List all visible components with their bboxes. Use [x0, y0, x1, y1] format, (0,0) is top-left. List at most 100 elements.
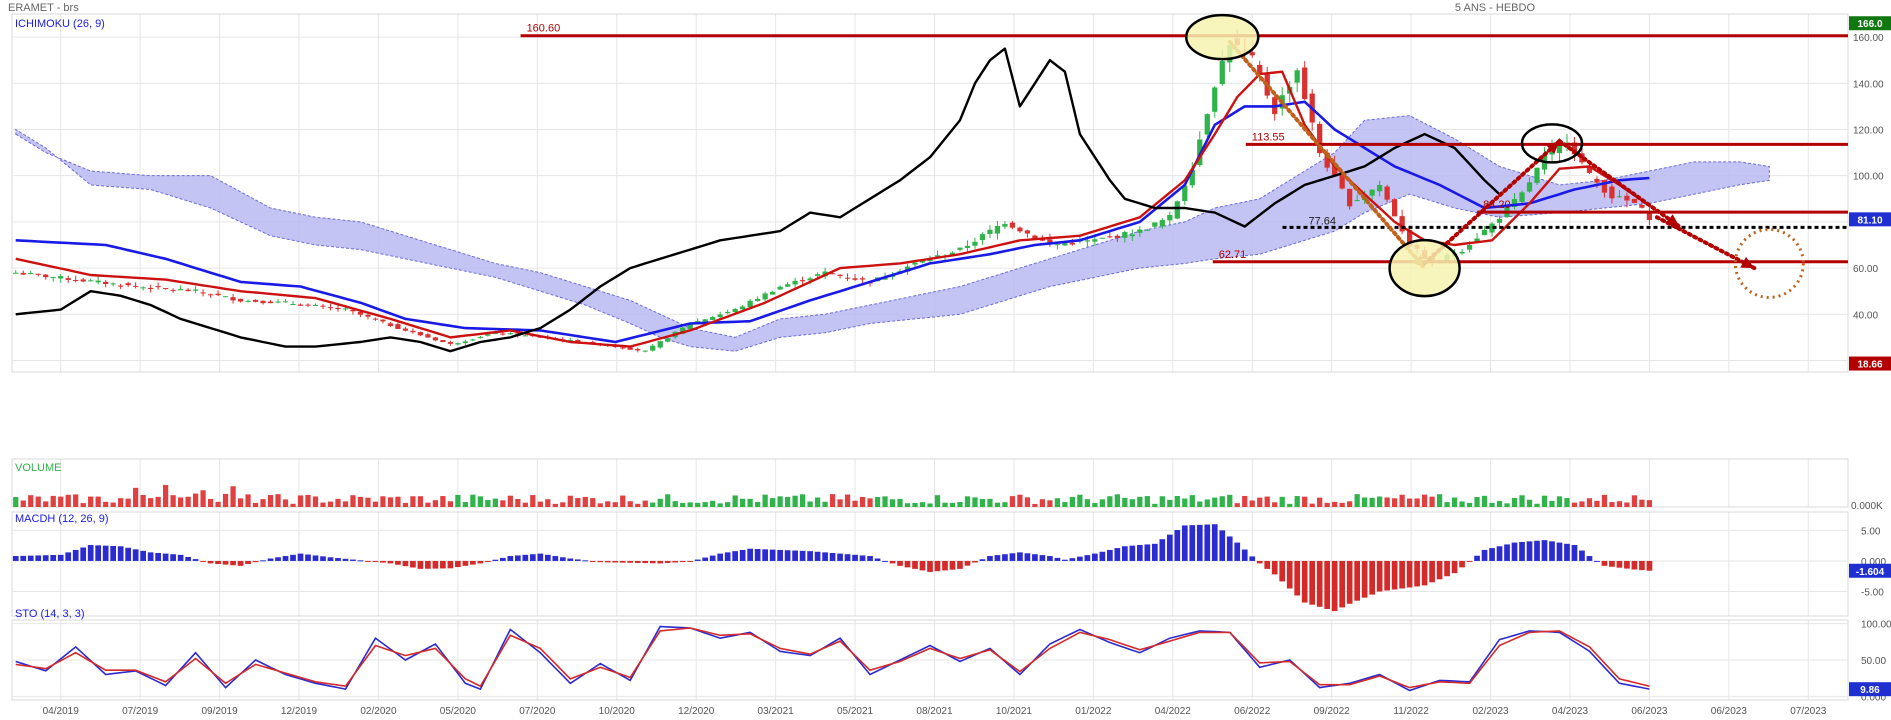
volume-bar — [1384, 497, 1390, 507]
volume-bar — [1369, 497, 1375, 507]
candle-body — [58, 276, 64, 279]
macd-bar — [1556, 542, 1563, 561]
candle-body — [1556, 142, 1563, 154]
volume-bar — [1212, 497, 1218, 507]
macd-bar — [1391, 560, 1398, 590]
candle-body — [1144, 229, 1150, 231]
volume-bar — [575, 498, 581, 507]
x-tick-label: 04/2022 — [1155, 706, 1192, 717]
candle-body — [207, 294, 214, 296]
macd-bar — [649, 560, 656, 564]
macd-bar — [1444, 560, 1450, 577]
volume-bar — [837, 499, 843, 507]
macd-bar — [957, 560, 963, 569]
macd-bar — [1624, 560, 1630, 569]
macd-bar — [1451, 560, 1458, 574]
macd-bar — [1489, 548, 1495, 561]
macd-bar — [619, 560, 626, 563]
volume-bar — [1466, 502, 1473, 507]
macd-bar — [919, 560, 926, 571]
macd-bar — [1286, 560, 1293, 589]
macd-bar — [177, 554, 184, 561]
volume-bar — [1571, 502, 1578, 507]
candle-body — [1332, 163, 1338, 175]
candle-body — [1466, 244, 1473, 250]
candle-body — [642, 350, 648, 352]
period-label: 5 ANS - HEBDO — [1454, 2, 1535, 14]
macd-bar — [252, 560, 259, 563]
volume-bar — [874, 497, 881, 507]
candle-body — [1294, 70, 1300, 83]
volume-bar — [777, 496, 783, 507]
candle-body — [1257, 64, 1263, 75]
macd-bar — [559, 557, 566, 561]
candle-body — [1032, 235, 1038, 239]
macd-bar — [1384, 560, 1390, 591]
candle-body — [95, 280, 101, 283]
candle-body — [949, 252, 956, 255]
macd-bars — [12, 524, 1653, 612]
volume-bar — [680, 502, 686, 507]
volume-bar — [1099, 499, 1105, 507]
macd-bar — [687, 560, 694, 562]
price-badge-label: 18.66 — [1857, 360, 1882, 371]
candle-body — [372, 318, 379, 320]
candle-body — [792, 280, 798, 285]
candle-body — [177, 289, 184, 291]
macd-bar — [147, 552, 154, 561]
candle-body — [35, 273, 41, 275]
volume-bar — [1107, 496, 1113, 507]
volume-bar — [590, 498, 596, 507]
volume-bar — [28, 495, 34, 507]
volume-bar — [844, 494, 851, 507]
volume-bar — [1601, 494, 1608, 507]
candle-body — [1047, 239, 1053, 245]
candle-body — [1107, 236, 1113, 238]
trend-arrow-down-2 — [1557, 139, 1682, 229]
macd-bar — [1069, 558, 1076, 561]
volume-bar — [1414, 498, 1420, 507]
candle-body — [927, 259, 933, 262]
macd-bar — [380, 560, 386, 563]
volume-bar — [582, 496, 588, 507]
macd-bar — [1271, 560, 1278, 575]
volume-bar — [297, 495, 304, 507]
volume-bar — [312, 496, 319, 507]
volume-bar — [1317, 497, 1323, 507]
candle-body — [402, 328, 409, 331]
macd-bar — [964, 560, 971, 566]
candle-body — [200, 292, 206, 294]
macd-bar — [1017, 552, 1023, 561]
candle-body — [1489, 223, 1495, 233]
volume-bar — [357, 496, 364, 507]
candle-body — [290, 304, 296, 306]
volume-bar — [1556, 496, 1563, 507]
candle-body — [275, 301, 281, 303]
volume-bar — [1399, 494, 1405, 507]
trend-arrow-projection-head — [1740, 256, 1755, 269]
volume-bar — [560, 502, 566, 507]
macd-bar — [1594, 560, 1600, 562]
volume-bar — [50, 495, 56, 507]
volume-bar — [477, 496, 483, 507]
volume-bar — [1459, 501, 1465, 507]
volume-bar — [1302, 496, 1308, 507]
volume-bar — [170, 495, 176, 507]
volume-bar — [125, 498, 131, 507]
candle-body — [784, 284, 791, 287]
candle-body — [1122, 232, 1128, 238]
ichimoku-cloud — [15, 115, 1770, 352]
candle-body — [680, 327, 686, 334]
macd-bar — [207, 560, 214, 564]
macd-bar — [110, 545, 117, 561]
candle-body — [1204, 114, 1210, 135]
candle-body — [1159, 220, 1165, 227]
price-y-tick: 100.00 — [1853, 172, 1884, 183]
macd-bar — [1534, 540, 1540, 561]
volume-bar — [1129, 499, 1135, 507]
macd-bar — [537, 553, 544, 561]
volume-bar — [1287, 503, 1293, 507]
candle-body — [282, 301, 289, 303]
macd-bar — [1571, 545, 1578, 561]
